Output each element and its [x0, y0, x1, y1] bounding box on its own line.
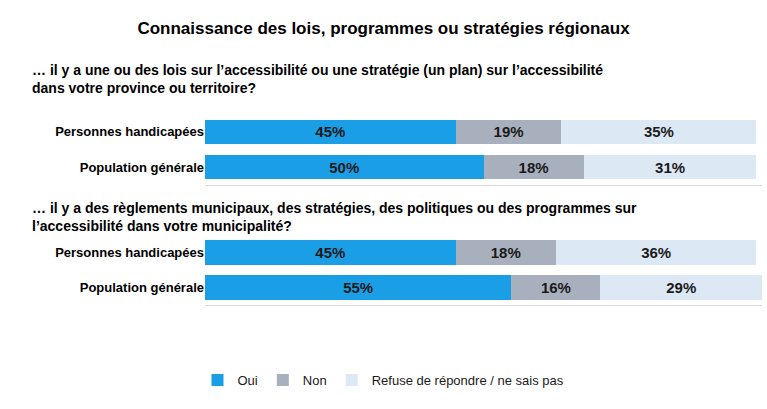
- svg-text:31%: 31%: [655, 159, 685, 176]
- svg-text:45%: 45%: [315, 244, 345, 261]
- svg-text:18%: 18%: [519, 159, 549, 176]
- svg-text:Population générale: Population générale: [80, 160, 204, 175]
- svg-text:Personnes handicapées: Personnes handicapées: [55, 124, 204, 139]
- svg-text:19%: 19%: [494, 123, 524, 140]
- svg-text:Oui: Oui: [238, 373, 258, 388]
- svg-text:Connaissance des lois, program: Connaissance des lois, programmes ou str…: [137, 19, 630, 38]
- svg-text:Personnes handicapées: Personnes handicapées: [55, 245, 204, 260]
- svg-text:18%: 18%: [491, 244, 521, 261]
- svg-text:16%: 16%: [541, 279, 571, 296]
- svg-text:Non: Non: [303, 373, 327, 388]
- svg-text:55%: 55%: [343, 279, 373, 296]
- svg-text:36%: 36%: [641, 244, 671, 261]
- svg-text:Population générale: Population générale: [80, 280, 204, 295]
- svg-text:… il y a des règlements munici: … il y a des règlements municipaux, des …: [32, 200, 637, 234]
- svg-text:35%: 35%: [644, 123, 674, 140]
- svg-text:… il y a une ou des lois sur l: … il y a une ou des lois sur l’accessibi…: [32, 62, 603, 96]
- svg-text:29%: 29%: [666, 279, 696, 296]
- svg-text:45%: 45%: [315, 123, 345, 140]
- svg-text:Refuse de répondre / ne sais p: Refuse de répondre / ne sais pas: [372, 373, 564, 388]
- svg-text:50%: 50%: [329, 159, 359, 176]
